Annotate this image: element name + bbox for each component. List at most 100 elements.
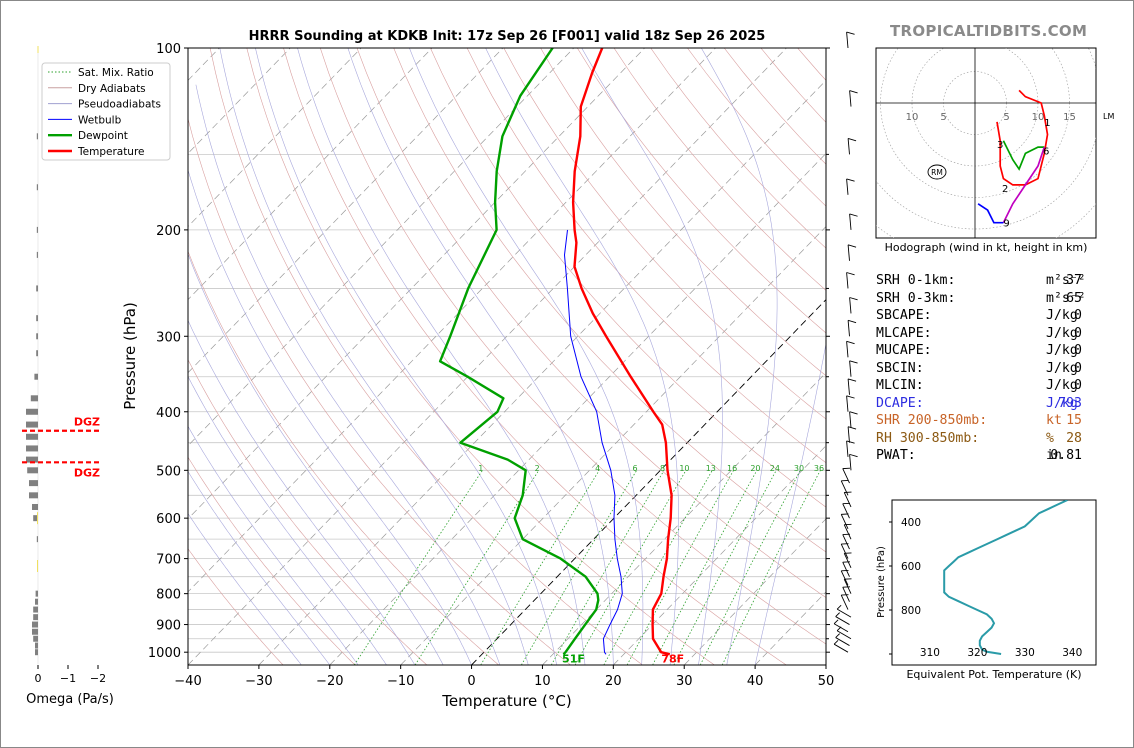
wind-barb — [835, 616, 850, 625]
wind-barb — [849, 297, 852, 314]
mixing-ratio-line — [603, 470, 713, 665]
mixing-ratio-line — [353, 470, 483, 665]
wind-barb — [833, 643, 849, 653]
dry-adiabat — [188, 117, 571, 665]
mixing-ratio-line — [414, 470, 540, 665]
pseudoadiabat — [188, 470, 331, 665]
stat-row: SHR 200-850mb: 15 kt — [876, 412, 1116, 430]
mixing-ratio-line — [574, 470, 687, 665]
stat-value: 0 — [1074, 343, 1082, 358]
stat-label: MLCIN: — [876, 378, 924, 393]
mixing-ratio-label: 8 — [660, 464, 665, 473]
stat-label: SHR 200-850mb: — [876, 413, 988, 428]
series-temperature — [571, 48, 673, 656]
theta-e-axes: 310 320 330 340 400 600 800 — [889, 517, 1082, 659]
isotherm — [188, 48, 291, 154]
wind-barbs — [833, 31, 858, 653]
pseudoadiabat — [188, 512, 302, 665]
stats-panel: SRH 0-1km: 37 m²s⁻² SRH 0-3km: 65 m²s⁻² SBCAPE… — [876, 272, 1116, 465]
wind-barb-flag — [849, 297, 858, 301]
omega-bar — [35, 590, 38, 597]
dry-adiabat — [188, 250, 499, 665]
hodograph-segment — [1002, 146, 1046, 224]
pseudoadiabat — [188, 375, 387, 665]
stat-unit: kt — [1046, 413, 1062, 428]
stat-row: SBCAPE: 0 J/kg — [876, 307, 1116, 325]
isotherm — [542, 372, 826, 665]
legend-entry: Temperature — [77, 146, 145, 158]
stat-unit: % — [1046, 430, 1054, 446]
mixing-ratio-line — [626, 470, 734, 665]
stat-value: 0 — [1074, 360, 1082, 376]
wind-barb — [836, 630, 852, 640]
wind-barb — [835, 637, 850, 646]
stat-row: MLCIN: 0 J/kg — [876, 377, 1116, 395]
dry-adiabat — [246, 48, 715, 665]
wind-barb — [846, 178, 849, 195]
wind-barb-flag — [849, 213, 858, 217]
pseudoadiabat — [188, 168, 472, 665]
stat-unit: m²s⁻² — [1046, 273, 1086, 288]
theta-e-ylabel: Pressure (hPa) — [876, 546, 887, 618]
wind-barb-flag — [849, 90, 858, 94]
pseudoadiabat — [409, 48, 644, 665]
omega-bar — [36, 133, 38, 140]
stat-unit: in — [1046, 448, 1062, 463]
dgz-label: DGZ — [74, 416, 100, 429]
wind-barb — [836, 608, 852, 618]
mixing-ratio-label: 1 — [478, 464, 483, 473]
stat-row: SRH 0-3km: 65 m²s⁻² — [876, 290, 1116, 308]
skewt-axes: −40 −30 −20 −10 0 10 20 30 40 50 100 200 300 400 500 60… — [148, 42, 834, 689]
theta-e-x-tick-label: 330 — [1015, 647, 1035, 659]
x-tick-label: −10 — [387, 674, 414, 689]
wind-barb — [840, 570, 849, 586]
stat-unit: J/kg — [1046, 325, 1078, 341]
omega-bar — [32, 628, 38, 635]
omega-bar — [35, 642, 38, 649]
omega-bar — [33, 635, 38, 642]
omega-bar — [35, 649, 38, 656]
hodograph-segment — [977, 203, 1004, 224]
surface-dewpoint-label: 51F — [562, 652, 585, 665]
omega-bar — [34, 373, 38, 380]
wind-barb-flag — [835, 633, 840, 638]
wind-barb-flag — [847, 378, 857, 382]
wind-barb — [843, 524, 852, 540]
mixing-ratio-line — [673, 470, 777, 665]
omega-xlabel: Omega (Pa/s) — [26, 692, 114, 707]
y-tick-label: 800 — [156, 588, 181, 603]
theta-e-x-tick-label: 320 — [967, 647, 987, 659]
legend-entry: Dry Adiabats — [78, 83, 146, 95]
mixing-ratio-line — [550, 470, 665, 665]
omega-bar — [32, 621, 38, 628]
stat-unit: J/kg — [1046, 360, 1078, 376]
isotherm — [258, 79, 826, 665]
rm-label: RM — [931, 168, 943, 177]
stat-label: MUCAPE: — [876, 343, 932, 358]
wind-barb-flag — [836, 604, 842, 610]
x-tick-label: 20 — [605, 674, 622, 689]
wind-barb-flag — [833, 639, 839, 645]
y-tick-label: 300 — [156, 330, 181, 345]
mixing-ratio-label: 30 — [794, 464, 804, 473]
theta-e-line — [943, 500, 1068, 655]
stat-label: RH 300-850mb: — [876, 430, 980, 446]
omega-bar — [26, 456, 38, 463]
stat-value: 793 — [1058, 395, 1082, 411]
theta-e-plot — [943, 500, 1068, 655]
omega-bar — [29, 480, 38, 487]
wind-barb — [847, 426, 850, 443]
hodograph-height-label: 1 — [1044, 118, 1050, 129]
x-tick-label: −20 — [316, 674, 343, 689]
pseudoadiabat — [195, 84, 501, 665]
wind-barb — [843, 492, 852, 508]
wind-barb-flag — [833, 619, 839, 625]
hodograph-height-label: 6 — [1043, 146, 1049, 157]
x-tick-label: 30 — [676, 674, 693, 689]
x-tick-label: −40 — [174, 674, 201, 689]
stat-value: 28 — [1066, 430, 1082, 446]
stat-row: PWAT: 0.81 in — [876, 447, 1116, 465]
stat-unit: J/kg — [1046, 308, 1078, 323]
wind-barb — [846, 440, 849, 457]
